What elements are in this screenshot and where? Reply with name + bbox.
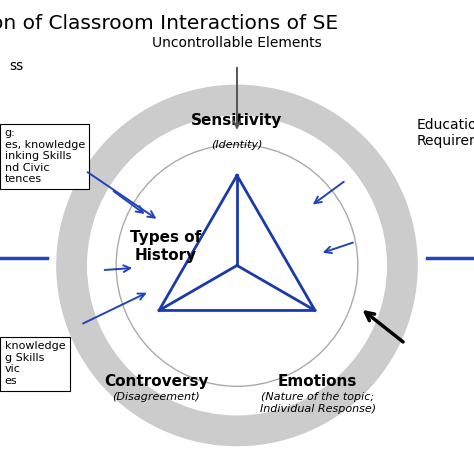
Text: Sensitivity: Sensitivity [191,113,283,128]
Text: (Disagreement): (Disagreement) [112,392,201,402]
Text: knowledge
g Skills
vic
es: knowledge g Skills vic es [5,341,65,386]
Text: Emotions: Emotions [278,374,357,390]
Text: (Nature of the topic;
Individual Response): (Nature of the topic; Individual Respons… [260,392,375,414]
Text: Educational
Requirements: Educational Requirements [417,118,474,148]
Text: (Identity): (Identity) [211,128,263,150]
Text: Controversy: Controversy [104,374,209,390]
Circle shape [57,85,417,446]
Text: Types of
History: Types of History [130,230,201,263]
Text: g:
es, knowledge
inking Skills
nd Civic
tences: g: es, knowledge inking Skills nd Civic … [5,128,85,184]
Circle shape [88,116,386,415]
Text: Uncontrollable Elements: Uncontrollable Elements [152,36,322,50]
Text: ss: ss [9,59,24,73]
Text: on of Classroom Interactions of SE: on of Classroom Interactions of SE [0,14,337,33]
